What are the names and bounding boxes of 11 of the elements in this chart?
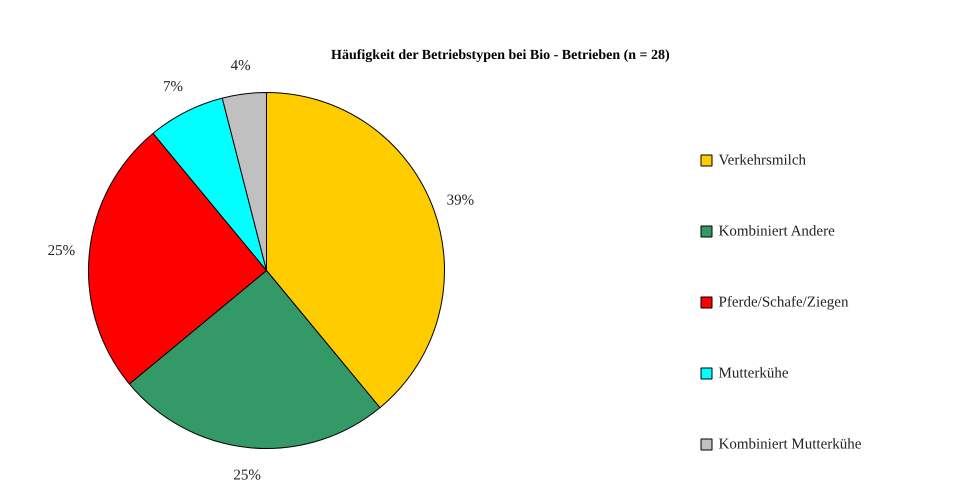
legend-label: Pferde/Schafe/Ziegen — [718, 294, 849, 310]
data-label: 4% — [230, 58, 251, 74]
chart-title: Häufigkeit der Betriebstypen bei Bio - Betrieben (n = 28) — [331, 48, 670, 63]
legend-label: Mutterkühe — [718, 366, 789, 382]
data-label: 25% — [48, 243, 76, 260]
data-label: 25% — [233, 468, 261, 484]
data-label: 7% — [162, 78, 183, 95]
legend-label: Kombiniert Andere — [718, 224, 836, 240]
legend-label: Verkehrsmilch — [718, 152, 806, 168]
data-label: 39% — [446, 192, 474, 209]
legend-label: Kombiniert Mutterkühe — [718, 436, 862, 452]
